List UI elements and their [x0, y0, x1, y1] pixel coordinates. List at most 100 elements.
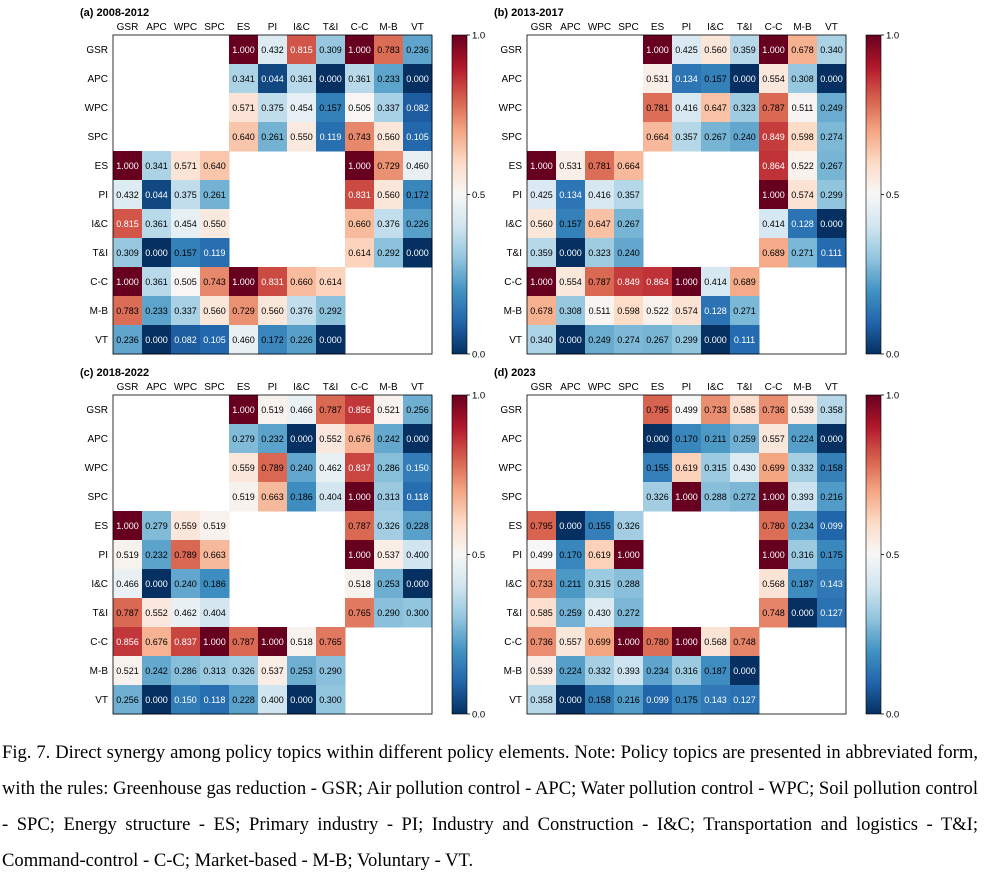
heatmap-cell	[403, 569, 433, 599]
column-label: C-C	[351, 382, 369, 393]
cell-value: 0.619	[675, 463, 698, 473]
heatmap-cell	[556, 296, 586, 326]
cell-value: 0.226	[290, 335, 313, 345]
cell-value: 0.299	[820, 190, 843, 200]
cell-value: 0.550	[203, 219, 226, 229]
cell-value: 0.414	[704, 277, 727, 287]
cell-value: 1.000	[116, 161, 139, 171]
cell-value: 1.000	[232, 277, 255, 287]
panel-title: (c) 2018-2022	[80, 367, 149, 379]
cell-value: 0.127	[733, 695, 756, 705]
cell-value: 0.574	[675, 306, 698, 316]
heatmap-cell	[527, 180, 557, 210]
heatmap-cell	[643, 685, 673, 715]
cell-value: 0.499	[530, 550, 553, 560]
heatmap-cell	[113, 209, 143, 239]
cell-value: 0.267	[820, 161, 843, 171]
cell-value: 1.000	[232, 45, 255, 55]
cell-value: 0.539	[791, 405, 814, 415]
heatmap-cell	[585, 325, 615, 355]
cell-value: 0.259	[559, 608, 582, 618]
cell-value: 0.376	[377, 219, 400, 229]
column-label: ES	[237, 382, 251, 393]
heatmap-cell	[316, 296, 346, 326]
cell-value: 0.660	[348, 219, 371, 229]
heatmap-cell	[817, 64, 847, 94]
cell-value: 0.689	[733, 277, 756, 287]
cell-value: 1.000	[762, 492, 785, 502]
cell-value: 0.864	[762, 161, 785, 171]
heatmap-cell	[374, 35, 404, 65]
column-label: C-C	[765, 382, 783, 393]
cell-value: 1.000	[675, 637, 698, 647]
heatmap-cell	[614, 180, 644, 210]
cell-value: 0.111	[734, 335, 755, 345]
colorbar	[865, 394, 882, 715]
heatmap-cell	[759, 540, 789, 570]
heatmap-cell	[229, 64, 259, 94]
heatmap-cell	[527, 598, 557, 628]
heatmap-cell	[345, 569, 375, 599]
heatmap-cell	[817, 540, 847, 570]
cell-value: 0.128	[704, 306, 727, 316]
heatmap-cell	[614, 296, 644, 326]
cell-value: 0.157	[319, 103, 342, 113]
row-label: APC	[87, 74, 108, 85]
heatmap-cell	[701, 35, 731, 65]
heatmap-cell	[643, 64, 673, 94]
cell-value: 0.187	[791, 579, 814, 589]
heatmap-cell	[171, 598, 201, 628]
cell-value: 0.279	[232, 434, 255, 444]
cell-value: 1.000	[530, 161, 553, 171]
cell-value: 1.000	[348, 161, 371, 171]
heatmap-cell	[287, 64, 317, 94]
cell-value: 0.376	[290, 306, 313, 316]
heatmap-cell	[701, 296, 731, 326]
cell-value: 1.000	[762, 550, 785, 560]
cell-value: 0.619	[588, 550, 611, 560]
heatmap-cell	[142, 238, 172, 268]
colorbar-tick-label: 0.5	[472, 190, 485, 201]
heatmap-cell	[730, 64, 760, 94]
heatmap-frame	[112, 394, 433, 715]
cell-value: 0.000	[559, 335, 582, 345]
column-label: M-B	[793, 382, 812, 393]
cell-value: 0.216	[820, 492, 843, 502]
cell-value: 0.614	[319, 277, 342, 287]
cell-value: 0.357	[617, 190, 640, 200]
heatmap-cell	[556, 180, 586, 210]
cell-value: 0.000	[406, 248, 429, 258]
heatmap-cell	[345, 209, 375, 239]
heatmap-cell	[374, 151, 404, 181]
cell-value: 0.361	[145, 219, 168, 229]
heatmap-cell	[287, 93, 317, 123]
heatmap-cell	[759, 569, 789, 599]
cell-value: 0.358	[530, 695, 553, 705]
column-label: GSR	[531, 382, 553, 393]
cell-value: 0.664	[617, 161, 640, 171]
heatmap-cell	[759, 598, 789, 628]
cell-value: 0.375	[261, 103, 284, 113]
cell-value: 0.660	[290, 277, 313, 287]
cell-value: 0.743	[203, 277, 226, 287]
cell-value: 0.155	[588, 521, 611, 531]
heatmap-cell	[527, 325, 557, 355]
row-label: T&I	[92, 608, 108, 619]
heatmap-cell	[316, 325, 346, 355]
cell-value: 0.518	[290, 637, 313, 647]
cell-value: 0.232	[145, 550, 168, 560]
row-label: VT	[95, 335, 108, 346]
cell-value: 0.332	[588, 666, 611, 676]
heatmap-cell	[403, 540, 433, 570]
heatmap-cell	[643, 424, 673, 454]
cell-value: 0.157	[174, 248, 197, 258]
cell-value: 0.560	[261, 306, 284, 316]
cell-value: 0.733	[530, 579, 553, 589]
heatmap-cell	[672, 35, 702, 65]
cell-value: 0.585	[733, 405, 756, 415]
heatmap-cell	[345, 238, 375, 268]
heatmap-cell	[258, 296, 288, 326]
heatmap-cell	[701, 453, 731, 483]
cell-value: 0.783	[377, 45, 400, 55]
cell-value: 0.361	[290, 74, 313, 84]
